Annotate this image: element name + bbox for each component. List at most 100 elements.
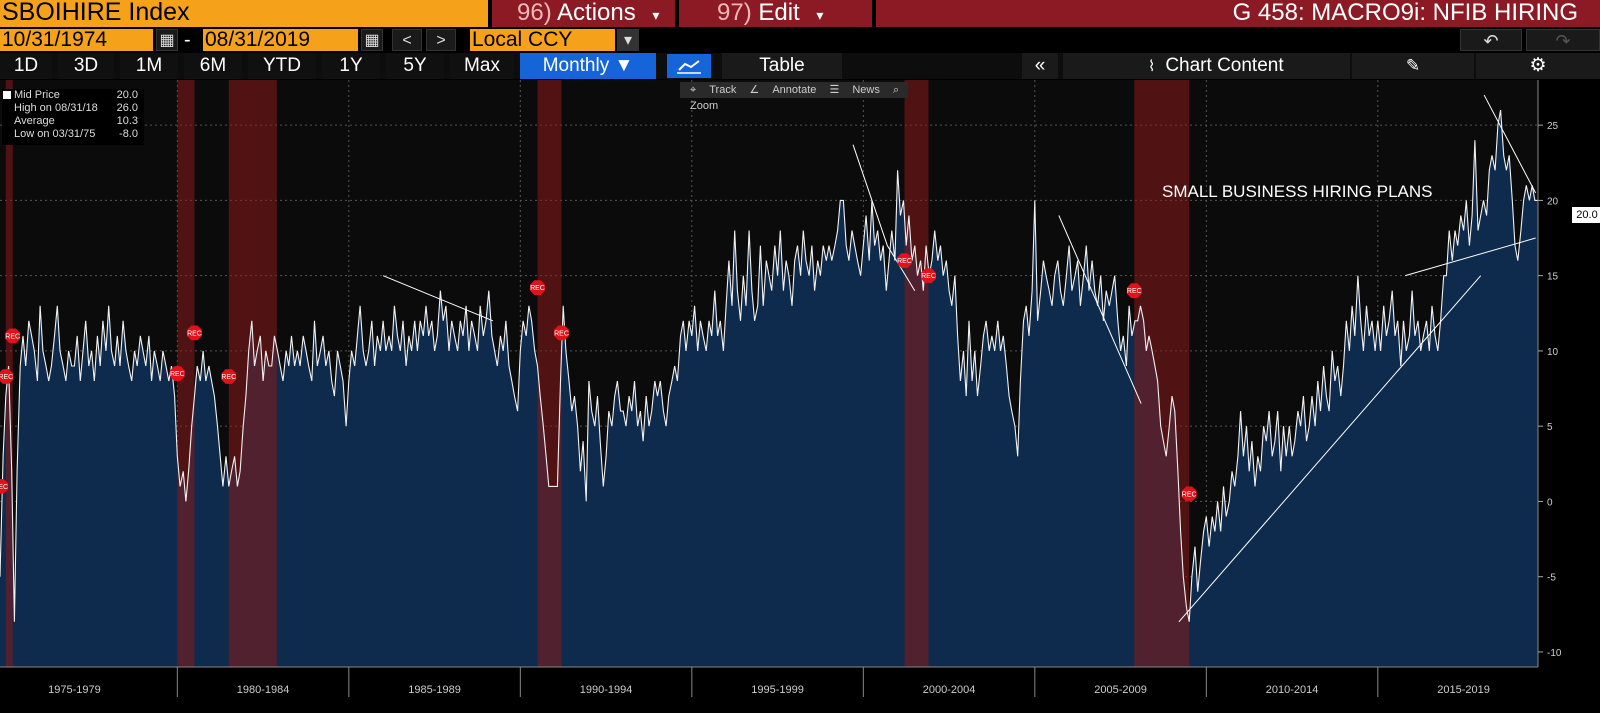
recession-marker-label: REC <box>921 273 936 280</box>
recession-marker-shape <box>554 325 569 341</box>
recession-marker-shape <box>0 369 14 384</box>
edit-menu-button[interactable]: 97) Edit ▾ <box>679 0 872 27</box>
edit-number: 97) <box>717 0 752 26</box>
track-button[interactable]: ⌖ Track <box>690 84 737 96</box>
hiring-plans-chart[interactable]: REC REC REC REC REC REC REC REC REC REC REC REC -10 -… <box>0 80 1600 713</box>
chart-content-label: Chart Content <box>1165 55 1284 76</box>
trend-line <box>886 245 916 291</box>
x-axis-tick-label: 2015-2019 <box>1437 684 1490 696</box>
calendar-icon[interactable]: ▦ <box>156 29 178 51</box>
x-axis-tick-label: 1985-1989 <box>408 684 461 696</box>
recession-band <box>537 80 562 667</box>
recession-marker-label: REC <box>5 333 20 340</box>
double-chevron-left-icon[interactable]: « <box>1022 53 1058 79</box>
chevron-down-icon: ▾ <box>816 7 824 23</box>
ticker-field[interactable]: SBOIHIRE Index <box>0 0 488 27</box>
chart-content-button[interactable]: ⌇ Chart Content <box>1063 53 1350 79</box>
recession-marker-label: REC <box>1127 288 1142 295</box>
actions-label: Actions <box>557 0 636 26</box>
recession-marker[interactable]: REC <box>169 366 185 381</box>
recession-marker[interactable]: REC <box>530 280 545 296</box>
redo-icon[interactable]: ↷ <box>1526 29 1600 51</box>
recession-marker[interactable]: REC <box>921 268 936 284</box>
recession-marker-shape <box>221 369 237 384</box>
legend-value: 26.0 <box>116 102 138 114</box>
legend-label: Low on 03/31/75 <box>14 128 96 140</box>
start-date-input[interactable]: 10/31/1974 <box>0 29 153 51</box>
chart-content-icon: ⌇ <box>1148 58 1156 75</box>
recession-marker-label: REC <box>0 374 13 381</box>
gear-icon[interactable]: ⚙ <box>1476 53 1600 79</box>
line-chart-icon[interactable] <box>667 54 711 78</box>
recession-marker-shape <box>169 366 185 381</box>
recession-marker-shape <box>530 280 545 296</box>
legend-row-high: High on 08/31/18 26.0 <box>2 102 144 115</box>
recession-marker[interactable]: REC <box>897 253 912 268</box>
recession-marker[interactable]: REC <box>1126 283 1142 299</box>
range-button-6m[interactable]: 6M <box>184 53 242 79</box>
x-axis-tick-label: 2010-2014 <box>1266 684 1319 696</box>
news-button[interactable]: ☰ News <box>829 84 880 96</box>
chevron-down-icon[interactable]: ▾ <box>617 29 639 51</box>
chevron-right-icon[interactable]: > <box>426 29 456 51</box>
y-axis-tick-label: 20 <box>1547 196 1559 207</box>
recession-marker[interactable]: REC <box>1182 486 1197 502</box>
recession-marker-label: REC <box>0 484 8 491</box>
trend-line <box>1405 237 1536 277</box>
y-axis-tick-label: -5 <box>1547 573 1556 584</box>
chart-annotation-text: SMALL BUSINESS HIRING PLANS <box>1162 182 1433 201</box>
recession-band <box>904 80 929 667</box>
recession-band <box>228 80 277 667</box>
y-axis-tick-label: 0 <box>1547 497 1553 508</box>
recession-marker[interactable]: REC <box>0 479 9 494</box>
zoom-label: Zoom <box>690 100 719 112</box>
calendar-icon[interactable]: ▦ <box>361 29 383 51</box>
recession-marker-shape <box>0 479 9 494</box>
trend-line <box>382 275 494 322</box>
annotate-label: Annotate <box>772 84 817 96</box>
end-date-input[interactable]: 08/31/2019 <box>203 29 358 51</box>
range-button-max[interactable]: Max <box>450 53 514 79</box>
table-button[interactable]: Table <box>722 53 842 79</box>
recession-marker-shape <box>1126 283 1142 299</box>
recession-marker-label: REC <box>170 371 185 378</box>
recession-marker-label: REC <box>221 374 236 381</box>
recession-marker[interactable]: REC <box>0 369 13 384</box>
x-axis-tick-label: 1980-1984 <box>237 684 290 696</box>
range-button-ytd[interactable]: YTD <box>248 53 316 79</box>
recession-marker[interactable]: REC <box>187 325 202 341</box>
annotate-button[interactable]: ∠ Annotate <box>749 84 817 96</box>
chevron-left-icon[interactable]: < <box>392 29 422 51</box>
range-button-5y[interactable]: 5Y <box>386 53 444 79</box>
recession-band <box>177 80 195 667</box>
checkbox-icon[interactable] <box>3 91 11 99</box>
legend-row-mid-price: Mid Price 20.0 <box>2 89 144 102</box>
x-axis-tick-label: 2000-2004 <box>923 684 976 696</box>
recession-marker-label: REC <box>1182 491 1197 498</box>
y-axis-tick-label: 25 <box>1547 121 1559 132</box>
range-button-3d[interactable]: 3D <box>58 53 114 79</box>
recession-marker[interactable]: REC <box>5 328 21 344</box>
line-chart-glyph <box>677 60 701 74</box>
zoom-button[interactable]: ⌕ Zoom <box>690 84 900 112</box>
y-axis-tick-label: -10 <box>1547 648 1562 659</box>
edit-pen-icon[interactable]: ✎ <box>1352 53 1474 79</box>
undo-icon[interactable]: ↶ <box>1460 29 1522 51</box>
range-button-1m[interactable]: 1M <box>120 53 178 79</box>
legend-label: Average <box>14 115 55 127</box>
y-axis-tick-label: 10 <box>1547 347 1559 358</box>
trend-line <box>1058 215 1142 404</box>
recession-marker[interactable]: REC <box>554 325 569 341</box>
track-label: Track <box>709 84 737 96</box>
function-title: G 458: MACRO9i: NFIB HIRING <box>876 0 1600 27</box>
trend-line <box>852 144 888 246</box>
legend-row-low: Low on 03/31/75 -8.0 <box>2 128 144 141</box>
x-axis-tick-label: 1990-1994 <box>580 684 633 696</box>
recession-marker[interactable]: REC <box>221 369 237 384</box>
actions-menu-button[interactable]: 96) Actions ▾ <box>492 0 675 27</box>
periodicity-select[interactable]: Monthly ▼ <box>520 53 656 79</box>
range-button-1y[interactable]: 1Y <box>322 53 380 79</box>
currency-select[interactable]: Local CCY <box>470 29 615 51</box>
range-button-1d[interactable]: 1D <box>0 53 52 79</box>
recession-marker-label: REC <box>897 258 912 265</box>
